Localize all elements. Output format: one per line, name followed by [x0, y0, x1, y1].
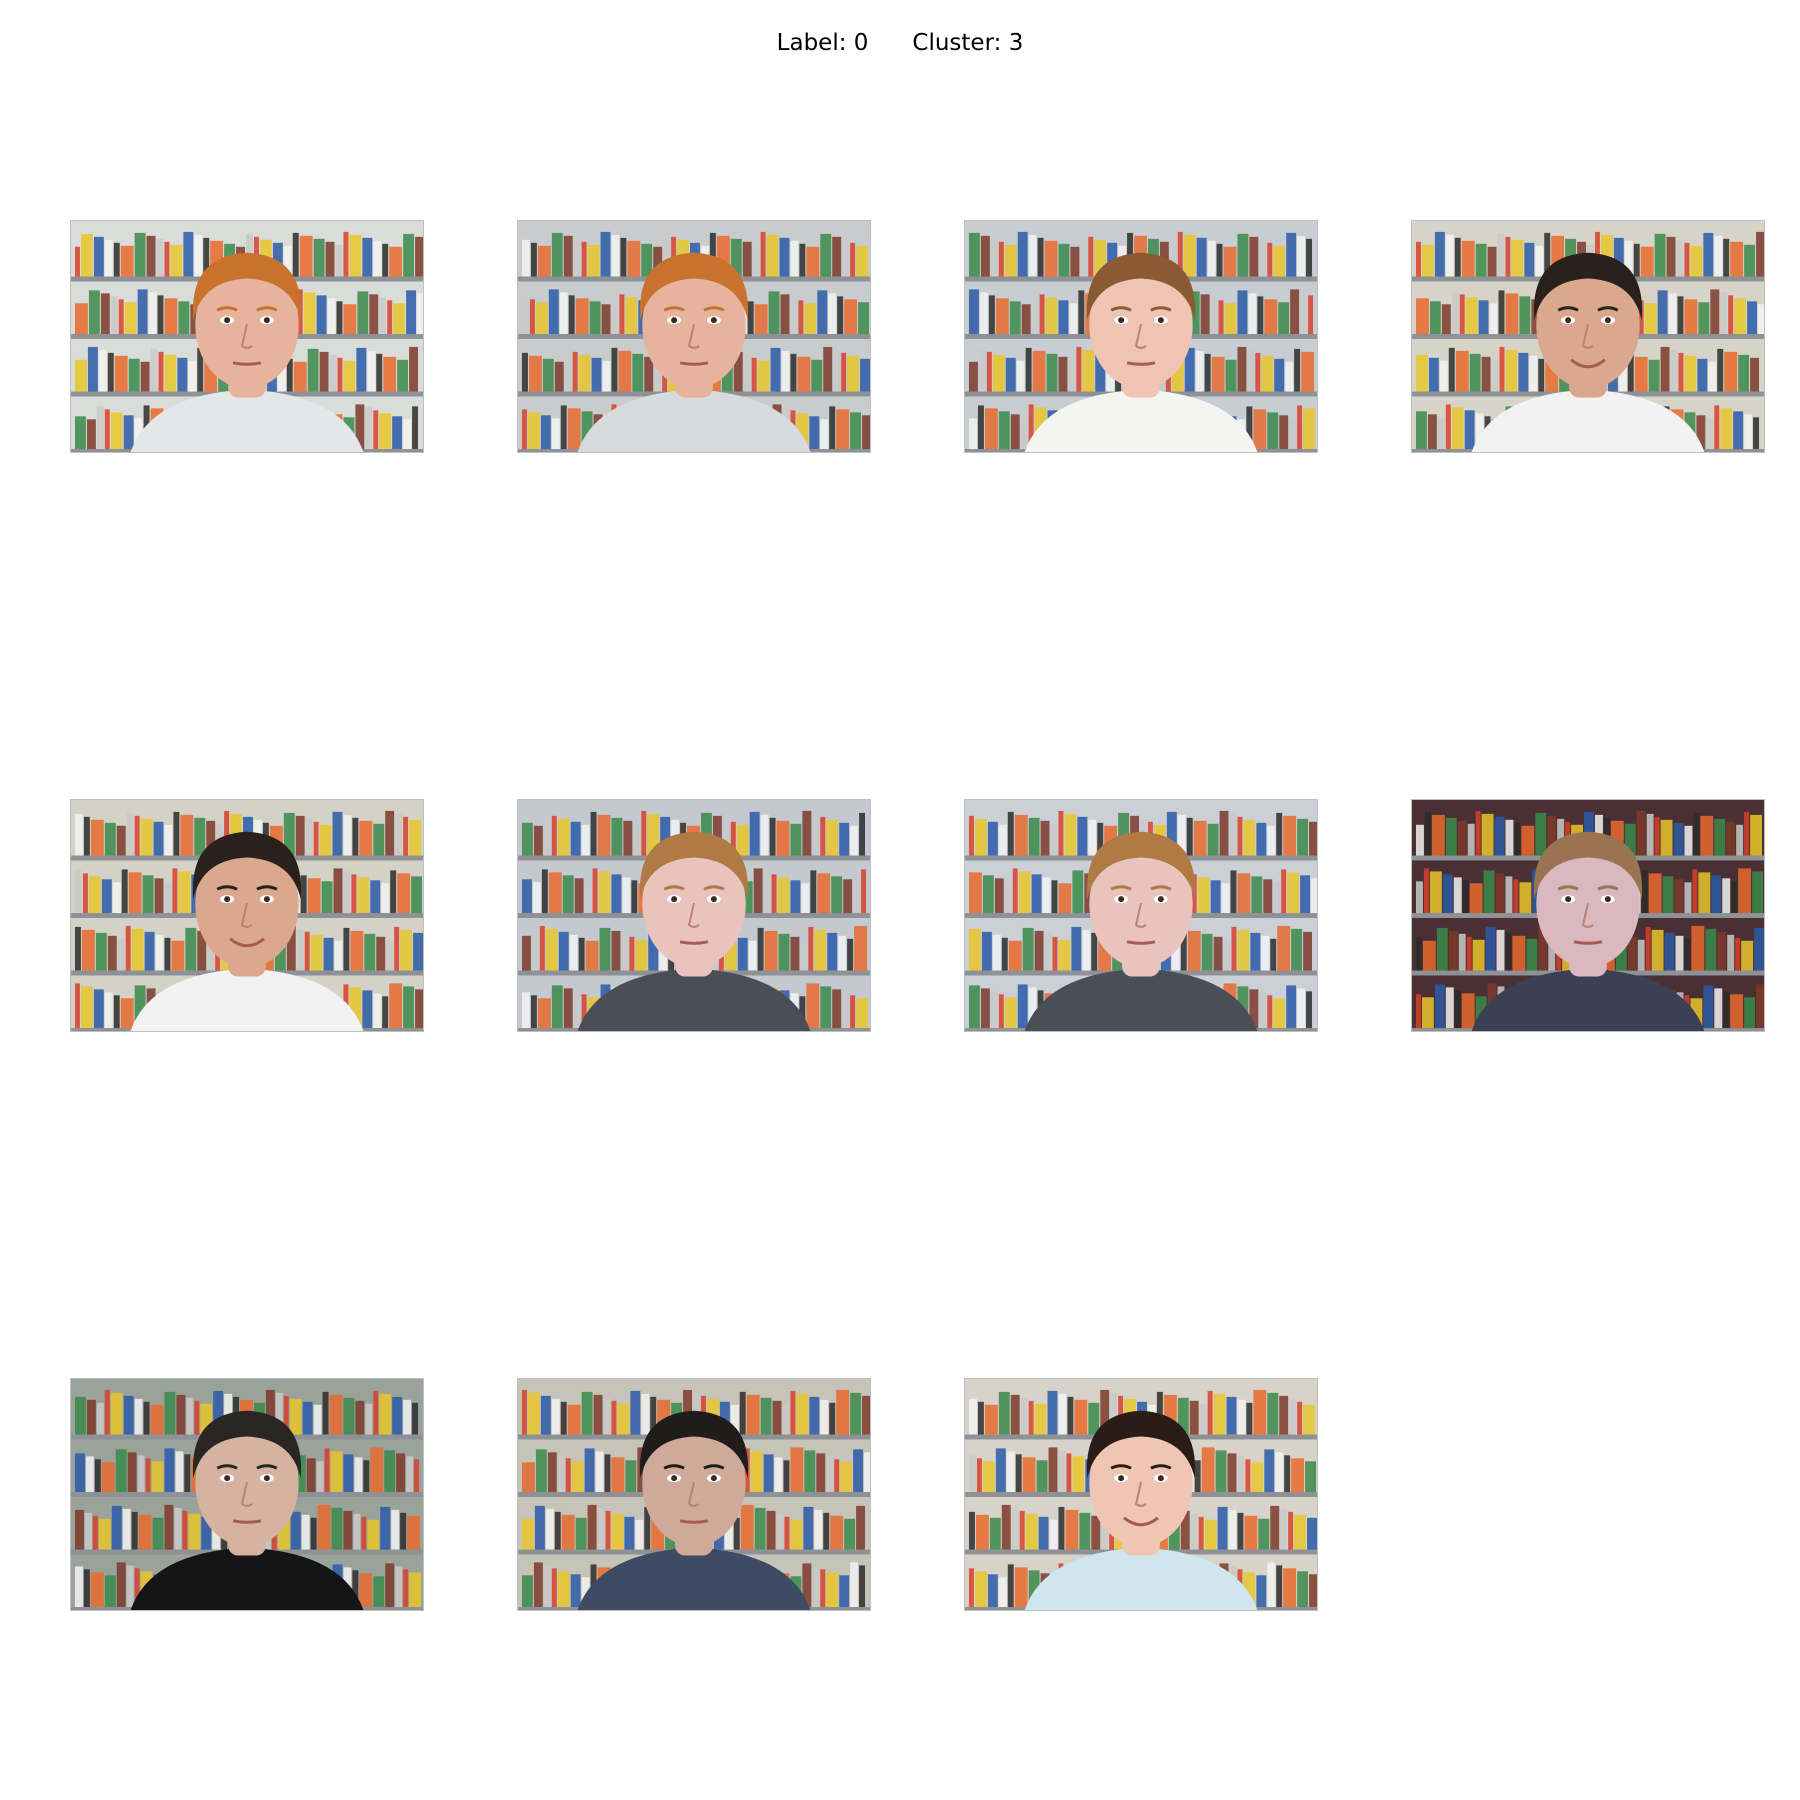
face-photo [70, 1378, 424, 1611]
figure-title: Label: 0 Cluster: 3 [0, 30, 1800, 56]
face-photo [517, 220, 871, 453]
face-photo [1411, 799, 1765, 1032]
face-photo [964, 799, 1318, 1032]
face-photo [70, 799, 424, 1032]
face-photo [1411, 220, 1765, 453]
label-text: Label: 0 [776, 30, 869, 56]
face-photo [517, 1378, 871, 1611]
face-photo [70, 220, 424, 453]
face-photo [517, 799, 871, 1032]
face-photo [964, 220, 1318, 453]
cluster-text: Cluster: 3 [912, 30, 1024, 56]
face-photo [964, 1378, 1318, 1611]
